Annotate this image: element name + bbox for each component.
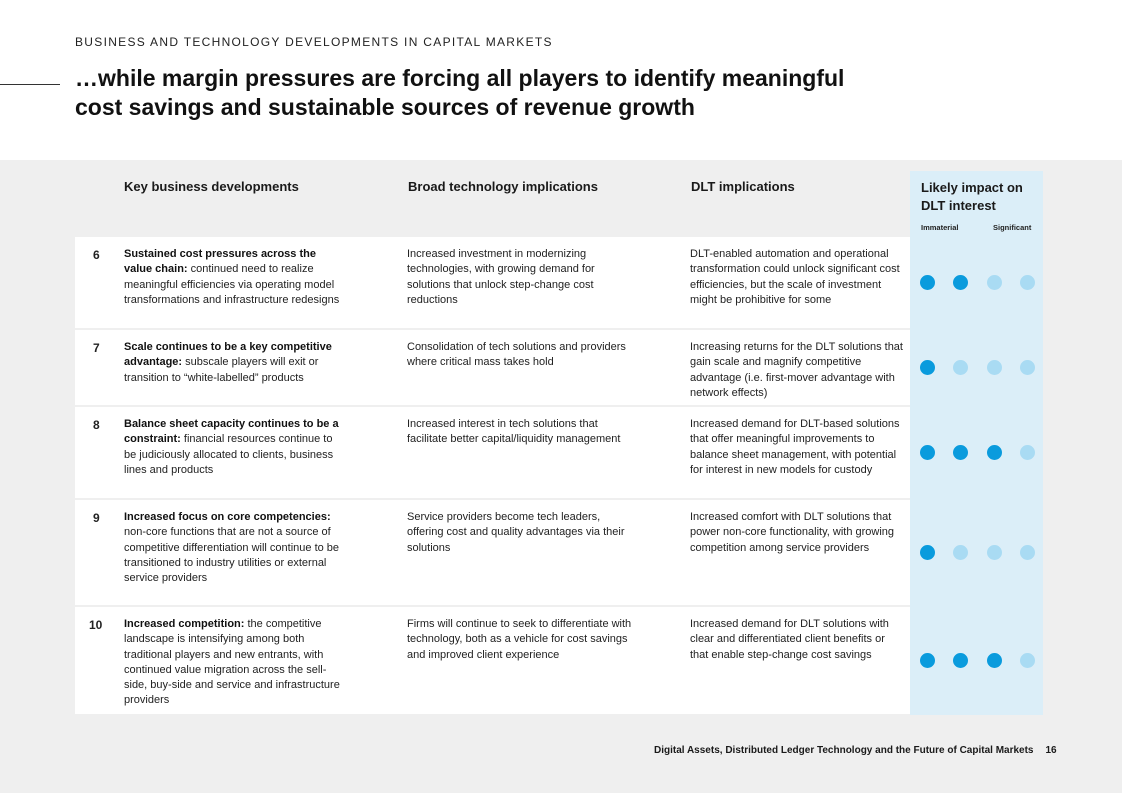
technology-implication-cell: Increased investment in modernizing tech… [407, 248, 595, 306]
development-heading: Sustained cost pressures across the valu… [124, 248, 316, 276]
impact-dot [920, 275, 935, 290]
impact-dot [1019, 653, 1035, 668]
impact-dot [953, 275, 969, 290]
impact-dots [920, 445, 1035, 461]
scale-label-immaterial: Immaterial [921, 223, 959, 232]
dlt-implication-cell: Increased demand for DLT-based solutions… [690, 418, 900, 476]
impact-dots [920, 545, 1035, 561]
impact-dot [986, 545, 1002, 560]
impact-cell [910, 607, 1043, 714]
development-heading: Increased competition: [124, 618, 245, 630]
table-row: 9 Increased focus on core competencies: … [75, 500, 910, 605]
business-development-cell: Increased focus on core competencies: no… [124, 510, 344, 586]
table-row: 10 Increased competition: the competitiv… [75, 607, 910, 714]
impact-dot [986, 653, 1002, 668]
development-text: subscale players will exit or transition… [124, 356, 319, 384]
impact-dot [953, 545, 969, 560]
impact-dot [953, 445, 969, 460]
page-footer: Digital Assets, Distributed Ledger Techn… [654, 745, 1057, 756]
scale-label-significant: Significant [993, 223, 1032, 232]
impact-dot [920, 360, 935, 375]
impact-dots [920, 275, 1035, 291]
impact-dot [1019, 275, 1035, 290]
development-heading: Balance sheet capacity continues to be a… [124, 418, 339, 446]
row-number: 10 [89, 618, 103, 632]
table-row: 8 Balance sheet capacity continues to be… [75, 407, 910, 498]
technology-implication-cell: Firms will continue to seek to different… [407, 618, 632, 661]
impact-dot [986, 275, 1002, 290]
impact-dots [920, 653, 1035, 669]
technology-implication-cell: Consolidation of tech solutions and prov… [407, 341, 626, 369]
business-development-cell: Sustained cost pressures across the valu… [124, 247, 344, 308]
impact-cell [910, 500, 1043, 605]
impact-cell [910, 407, 1043, 498]
development-heading: Increased focus on core competencies: [124, 511, 331, 523]
page-number: 16 [1045, 745, 1057, 756]
dlt-implication-cell: Increased comfort with DLT solutions tha… [690, 511, 895, 554]
technology-implication-cell: Service providers become tech leaders, o… [407, 511, 625, 554]
development-heading: Scale continues to be a key competitive … [124, 341, 332, 369]
table-row: 6 Sustained cost pressures across the va… [75, 237, 910, 328]
title-rule [0, 84, 60, 85]
business-development-cell: Increased competition: the competitive l… [124, 617, 344, 709]
row-number: 6 [93, 248, 100, 262]
footer-title: Digital Assets, Distributed Ledger Techn… [654, 745, 1034, 756]
page-title: …while margin pressures are forcing all … [75, 65, 845, 120]
impact-dot [986, 360, 1002, 375]
impact-dot [920, 653, 935, 668]
header-key-business-developments: Key business developments [124, 179, 299, 194]
impact-dot [1019, 445, 1035, 460]
development-text: continued need to realize meaningful eff… [124, 263, 340, 306]
table-row: 7 Scale continues to be a key competitiv… [75, 330, 910, 405]
development-text: financial resources continue to be judic… [124, 433, 334, 476]
impact-dot [953, 653, 969, 668]
impact-dot [1019, 545, 1035, 560]
development-text: the competitive landscape is intensifyin… [124, 618, 340, 707]
technology-implication-cell: Increased interest in tech solutions tha… [407, 418, 621, 446]
header-likely-impact: Likely impact on DLT interest [921, 180, 1023, 213]
impact-dot [1019, 360, 1035, 375]
business-development-cell: Balance sheet capacity continues to be a… [124, 417, 344, 478]
header-dlt-implications: DLT implications [691, 179, 795, 194]
row-number: 9 [93, 511, 100, 525]
impact-dot [920, 545, 935, 560]
impact-cell [910, 330, 1043, 405]
dlt-implication-cell: DLT-enabled automation and operational t… [690, 248, 900, 306]
development-text: non-core functions that are not a source… [124, 526, 340, 585]
dlt-implication-cell: Increased demand for DLT solutions with … [690, 618, 889, 661]
impact-dots [920, 360, 1035, 376]
business-development-cell: Scale continues to be a key competitive … [124, 340, 344, 386]
header-broad-technology-implications: Broad technology implications [408, 179, 598, 194]
row-number: 8 [93, 418, 100, 432]
impact-dot [920, 445, 935, 460]
dlt-implication-cell: Increasing returns for the DLT solutions… [690, 341, 903, 399]
impact-cell [910, 237, 1043, 328]
eyebrow-title: BUSINESS AND TECHNOLOGY DEVELOPMENTS IN … [75, 35, 553, 49]
row-number: 7 [93, 341, 100, 355]
impact-column-background [910, 171, 1043, 715]
impact-dot [986, 445, 1002, 460]
impact-dot [953, 360, 969, 375]
